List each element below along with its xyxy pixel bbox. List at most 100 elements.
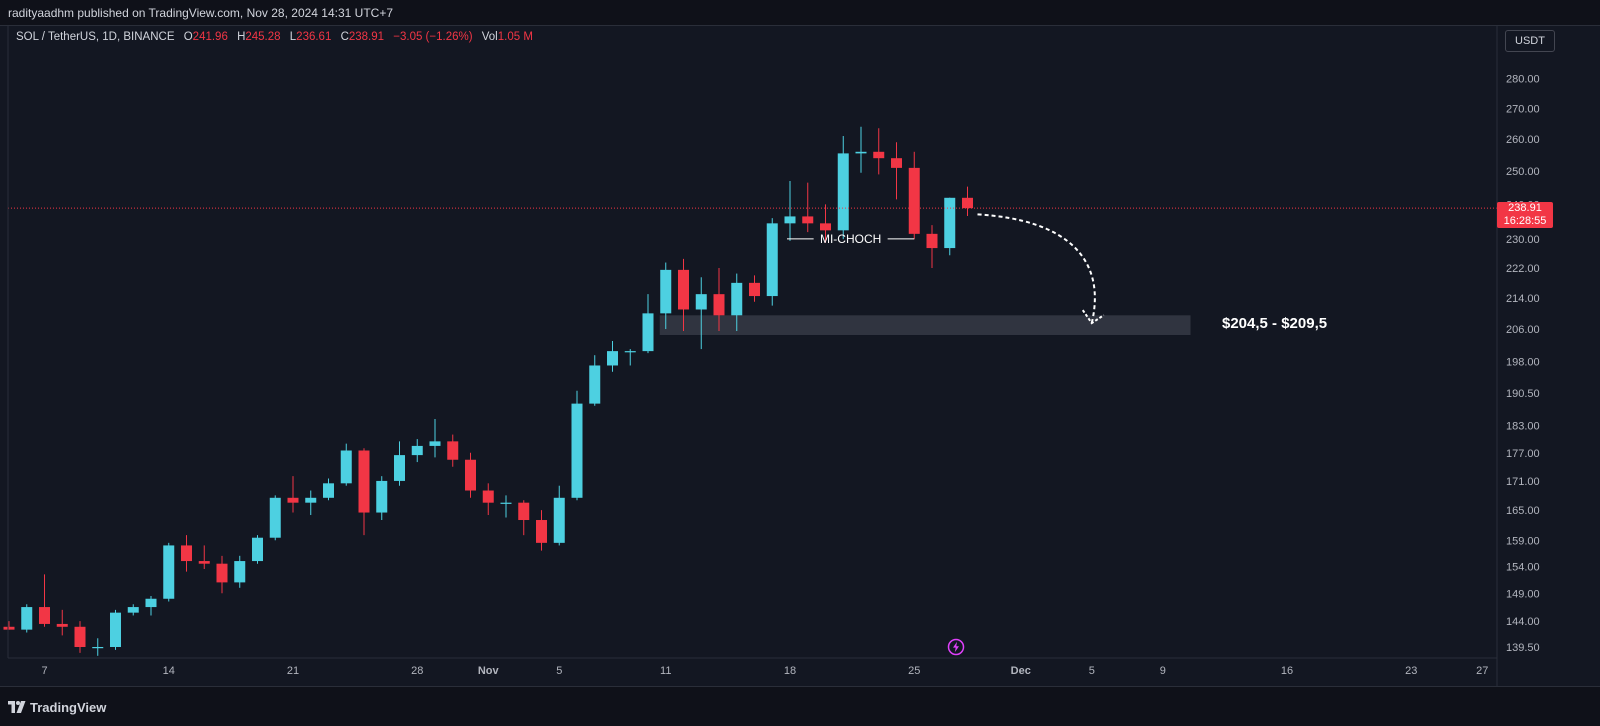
candle-body xyxy=(536,520,547,543)
candle-body xyxy=(376,480,388,513)
candle-body xyxy=(110,612,121,647)
candle[interactable] xyxy=(74,621,86,653)
volume-label: Vol xyxy=(481,31,498,43)
candle[interactable] xyxy=(820,204,831,243)
price-tick-label: 206.00 xyxy=(1506,324,1540,336)
candle[interactable] xyxy=(376,476,388,521)
candle[interactable] xyxy=(3,621,15,630)
candle-body xyxy=(163,545,175,599)
candle[interactable] xyxy=(642,294,654,354)
candle[interactable] xyxy=(411,439,423,463)
low-value: 236.61 xyxy=(296,31,332,43)
candle[interactable] xyxy=(553,485,565,546)
candle[interactable] xyxy=(536,510,547,551)
candle-body xyxy=(678,269,689,310)
candle-body xyxy=(571,403,583,498)
candle-body xyxy=(145,598,157,608)
candle[interactable] xyxy=(305,490,317,516)
candle[interactable] xyxy=(127,604,139,616)
candle[interactable] xyxy=(802,182,814,233)
price-tick-label: 139.50 xyxy=(1506,642,1540,654)
currency-unit-button[interactable]: USDT xyxy=(1505,30,1555,52)
candle[interactable] xyxy=(944,197,956,256)
high-label: H xyxy=(237,31,246,43)
candle[interactable] xyxy=(678,258,689,332)
candle[interactable] xyxy=(429,418,441,458)
price-tick-label: 149.00 xyxy=(1506,588,1540,600)
candle[interactable] xyxy=(624,349,636,366)
candle-body xyxy=(198,561,210,564)
candle[interactable] xyxy=(252,535,263,564)
candle-body xyxy=(607,351,618,366)
last-price-tag: 238.91 16:28:55 xyxy=(1497,202,1553,228)
candle[interactable] xyxy=(518,500,530,536)
price-chart[interactable]: MI-CHOCH 139.50144.00149.00154.00159.001… xyxy=(0,26,1600,686)
candle[interactable] xyxy=(163,542,175,602)
price-tick-label: 190.50 xyxy=(1506,388,1540,400)
candle[interactable] xyxy=(358,448,370,536)
candle[interactable] xyxy=(571,390,583,501)
candle[interactable] xyxy=(394,441,405,486)
low-label: L xyxy=(289,31,297,43)
candle[interactable] xyxy=(465,452,476,498)
candle-body xyxy=(411,445,423,456)
candle-body xyxy=(252,537,263,562)
demand-zone-box[interactable] xyxy=(659,315,1191,336)
candle[interactable] xyxy=(766,218,778,306)
candle-body xyxy=(962,197,973,209)
candle[interactable] xyxy=(891,142,902,200)
candle[interactable] xyxy=(92,638,104,656)
candle-body xyxy=(624,351,636,353)
candle[interactable] xyxy=(323,478,334,501)
candle[interactable] xyxy=(482,483,494,516)
candle-body xyxy=(92,647,104,649)
candle-body xyxy=(766,223,778,297)
lightning-bolt-icon[interactable] xyxy=(947,638,965,656)
candles-layer[interactable] xyxy=(3,126,974,656)
candle[interactable] xyxy=(110,609,121,650)
candle[interactable] xyxy=(926,225,938,269)
candle[interactable] xyxy=(749,275,760,302)
candle-body xyxy=(837,153,849,231)
candle[interactable] xyxy=(21,604,33,633)
time-tick-label: 16 xyxy=(1281,665,1293,677)
open-value: 241.96 xyxy=(192,31,228,43)
candle[interactable] xyxy=(145,596,157,616)
candle[interactable] xyxy=(181,535,192,572)
time-tick-label: Dec xyxy=(1011,665,1031,677)
candle[interactable] xyxy=(500,495,512,518)
candle[interactable] xyxy=(837,136,849,240)
candle[interactable] xyxy=(695,277,707,350)
price-tick-label: 159.00 xyxy=(1506,535,1540,547)
candle[interactable] xyxy=(39,574,50,627)
candle[interactable] xyxy=(607,341,618,372)
candle-body xyxy=(56,623,68,627)
time-tick-label: 28 xyxy=(411,665,423,677)
candle[interactable] xyxy=(713,268,725,332)
candle-body xyxy=(944,197,956,249)
candle[interactable] xyxy=(287,476,299,513)
volume-value: 1.05 M xyxy=(497,31,533,43)
candle[interactable] xyxy=(660,262,672,330)
projection-arrow xyxy=(977,213,1096,324)
candle[interactable] xyxy=(216,555,228,594)
candle[interactable] xyxy=(784,180,796,241)
candle-body xyxy=(74,626,86,647)
candle[interactable] xyxy=(340,443,352,486)
candle[interactable] xyxy=(56,609,68,636)
candle[interactable] xyxy=(962,186,973,217)
tradingview-brand[interactable]: TradingView xyxy=(8,699,106,715)
published-by-text: radityaadhm published on TradingView.com… xyxy=(8,6,394,20)
candle[interactable] xyxy=(234,555,246,588)
candle[interactable] xyxy=(447,434,459,467)
candle-countdown: 16:28:55 xyxy=(1503,215,1547,227)
candle[interactable] xyxy=(589,355,601,406)
candle[interactable] xyxy=(873,128,885,175)
candle-body xyxy=(642,313,654,352)
candle[interactable] xyxy=(731,273,743,332)
time-tick-label: 18 xyxy=(784,665,796,677)
candle[interactable] xyxy=(198,545,210,569)
candle[interactable] xyxy=(855,126,867,173)
candle[interactable] xyxy=(908,151,920,240)
candle[interactable] xyxy=(269,495,281,541)
